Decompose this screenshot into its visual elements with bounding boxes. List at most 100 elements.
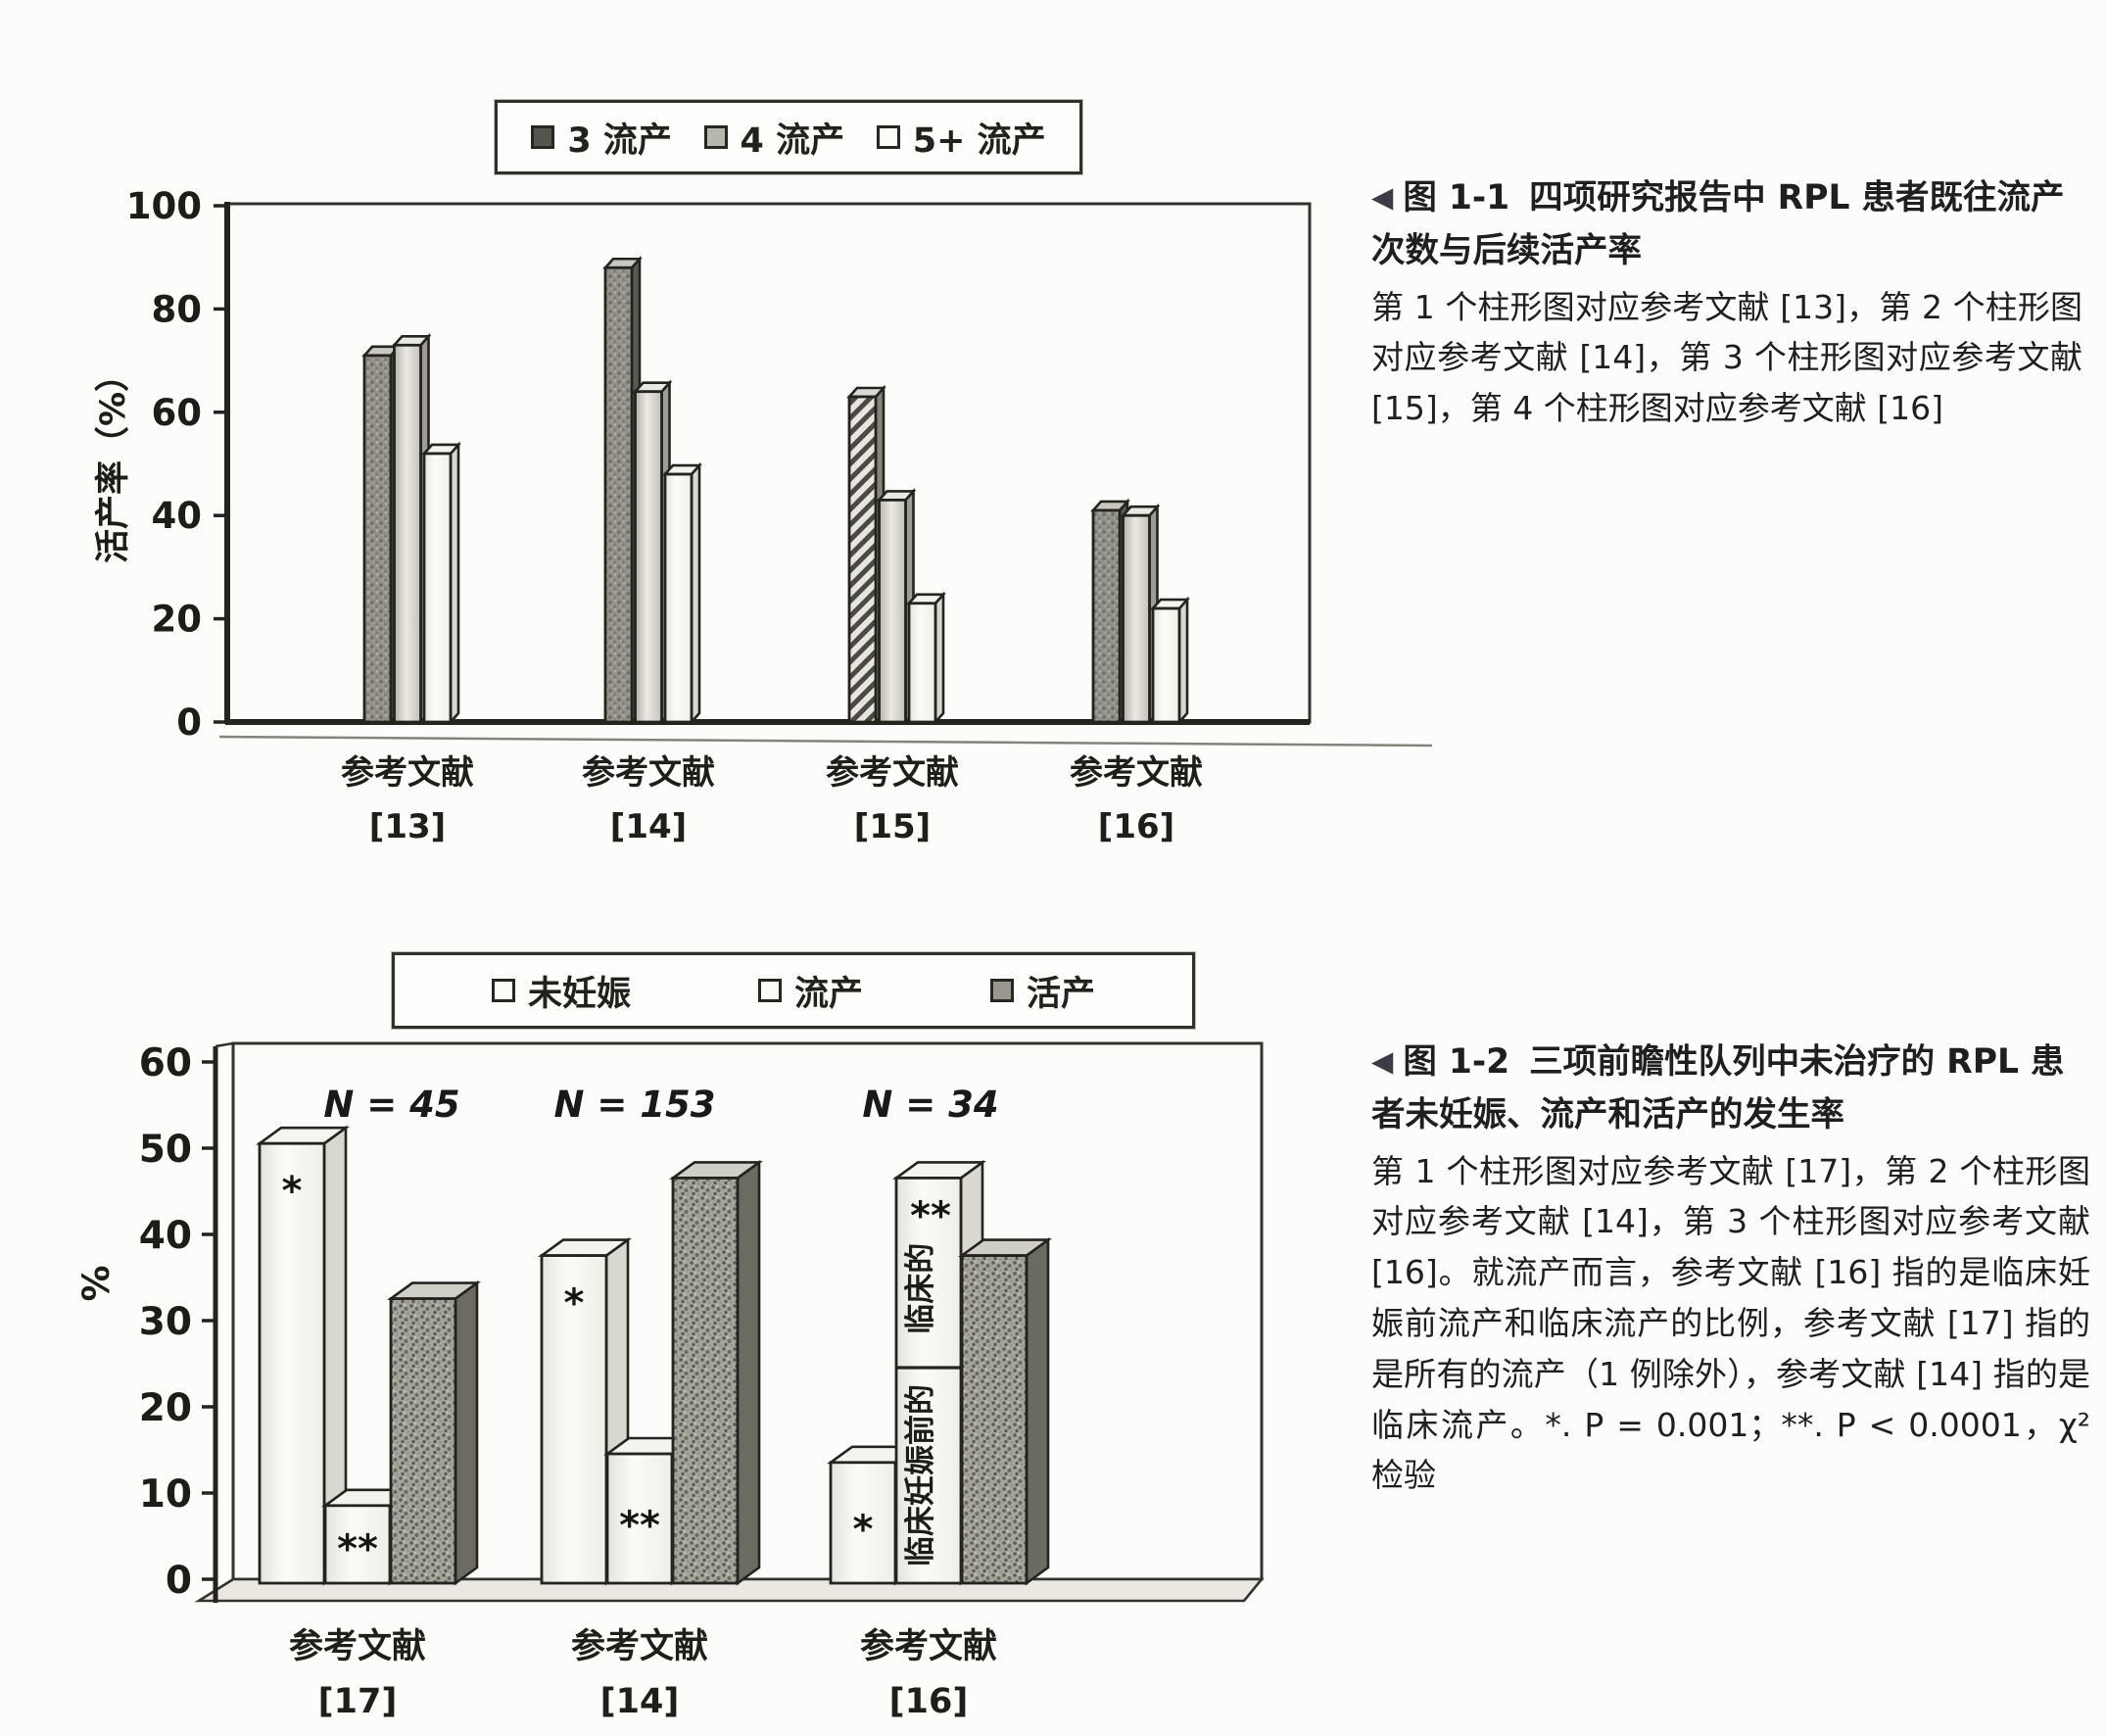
fig2-category-label: 参考文献 bbox=[289, 1627, 426, 1666]
figure2-legend-label: 未妊娠 bbox=[527, 974, 631, 1014]
fig2-bar-[17]-活产-side-face bbox=[454, 1280, 479, 1586]
figure2-legend-swatch-icon bbox=[757, 979, 782, 1002]
fig2-significance-marker: * bbox=[564, 1281, 585, 1326]
figure1-caption-heading: 四项研究报告中 RPL 患者既往流产次数与后续活产率 bbox=[1371, 178, 2065, 270]
fig1-ytick-label: 40 bbox=[152, 495, 203, 537]
fig1-ytick-label: 60 bbox=[152, 392, 203, 434]
fig2-n-label: N = 153 bbox=[554, 1084, 716, 1126]
figure1-legend-label: 5+ 流产 bbox=[912, 121, 1046, 161]
fig1-category-label: 参考文献 bbox=[341, 753, 474, 793]
figure1-legend: 3 流产 4 流产 5+ 流产 bbox=[495, 100, 1082, 174]
fig1-bar-[15]-5+ 流产 bbox=[907, 602, 937, 724]
fig1-ytick-label: 0 bbox=[176, 701, 202, 744]
figure1-legend-item-1: 3 流产 bbox=[531, 113, 672, 163]
fig2-significance-marker: ** bbox=[619, 1504, 660, 1549]
figure1-legend-swatch-icon bbox=[703, 125, 728, 149]
figure1-legend-item-3: 5+ 流产 bbox=[876, 113, 1046, 163]
fig2-bar-[14]-活产 bbox=[671, 1177, 740, 1585]
fig1-category-label: 参考文献 bbox=[826, 753, 959, 793]
fig1-ytick-label: 20 bbox=[152, 599, 203, 641]
fig2-significance-marker: ** bbox=[910, 1193, 951, 1238]
fig1-category-label: 参考文献 bbox=[582, 753, 715, 793]
fig1-y-axis-title: 活产率（%） bbox=[94, 358, 133, 563]
fig2-significance-marker: ** bbox=[337, 1526, 378, 1571]
fig1-category-ref: [15] bbox=[854, 807, 931, 846]
fig1-bar-[16]-5+ 流产 bbox=[1151, 606, 1181, 724]
figure2-caption-title: ◀ 图 1-2 三项前瞻性队列中未治疗的 RPL 患者未妊娠、流产和活产的发生率 bbox=[1371, 1037, 2090, 1142]
fig2-bar-[14]-流产 bbox=[605, 1452, 674, 1585]
figure1-legend-label: 4 流产 bbox=[740, 121, 845, 161]
fig2-bar-[16]-活产-side-face bbox=[1025, 1237, 1050, 1586]
figure2-caption-number: 图 1-2 bbox=[1403, 1042, 1510, 1082]
figure2-pointer-icon: ◀ bbox=[1371, 1044, 1394, 1078]
fig2-ytick-label: 10 bbox=[139, 1472, 192, 1517]
figure1-legend-swatch-icon bbox=[531, 125, 555, 149]
fig2-n-label: N = 45 bbox=[323, 1084, 459, 1126]
fig2-ytick-label: 20 bbox=[139, 1386, 192, 1430]
fig1-scan-shadow-line bbox=[218, 735, 1433, 747]
figure2-legend: 未妊娠 流产 活产 bbox=[392, 952, 1195, 1029]
fig1-bar-[14]-3 流产 bbox=[603, 265, 634, 724]
fig1-bar-[13]-5+ 流产 bbox=[422, 452, 453, 724]
fig2-ytick-label: 60 bbox=[139, 1041, 192, 1085]
figure2-caption-body: 第 1 个柱形图对应参考文献 [17]，第 2 个柱形图对应参考文献 [14]，… bbox=[1371, 1151, 2090, 1495]
figure1-legend-item-2: 4 流产 bbox=[703, 113, 845, 163]
fig2-category-ref: [17] bbox=[318, 1682, 398, 1721]
fig1-bar-[14]-4 流产 bbox=[634, 390, 663, 724]
fig2-ytick-label: 50 bbox=[139, 1128, 192, 1172]
fig2-ytick-label: 40 bbox=[139, 1214, 192, 1258]
fig2-bar-[16]-流产 bbox=[894, 1177, 963, 1585]
figure2-legend-label: 活产 bbox=[1026, 974, 1095, 1014]
fig1-category-ref: [16] bbox=[1098, 807, 1174, 846]
fig2-ytick-label: 0 bbox=[166, 1559, 192, 1603]
fig2-y-axis-title: % bbox=[75, 1265, 118, 1301]
fig2-ytick-label: 30 bbox=[139, 1300, 192, 1344]
fig2-category-label: 参考文献 bbox=[860, 1627, 997, 1666]
figure2-caption: ◀ 图 1-2 三项前瞻性队列中未治疗的 RPL 患者未妊娠、流产和活产的发生率 第… bbox=[1371, 1037, 2090, 1501]
fig1-bar-[15]-4 流产 bbox=[878, 498, 907, 724]
figure1-caption: ◀ 图 1-1 四项研究报告中 RPL 患者既往流产次数与后续活产率 第 1 个柱形… bbox=[1371, 172, 2082, 434]
fig2-category-ref: [14] bbox=[600, 1682, 680, 1721]
fig1-bar-[14]-5+ 流产 bbox=[663, 472, 694, 724]
figure1-legend-label: 3 流产 bbox=[567, 121, 672, 161]
figure1-caption-title: ◀ 图 1-1 四项研究报告中 RPL 患者既往流产次数与后续活产率 bbox=[1371, 172, 2082, 278]
figure2-caption-heading: 三项前瞻性队列中未治疗的 RPL 患者未妊娠、流产和活产的发生率 bbox=[1371, 1042, 2065, 1134]
fig2-bar-[16]-活产 bbox=[960, 1254, 1029, 1585]
fig1-bar-[13]-4 流产 bbox=[393, 343, 422, 724]
fig1-ytick-label: 80 bbox=[152, 288, 203, 330]
figure1-caption-number: 图 1-1 bbox=[1403, 178, 1510, 217]
fig1-bar-[15]-3 流产 bbox=[847, 395, 878, 724]
fig2-n-label: N = 34 bbox=[862, 1084, 998, 1126]
fig1-bar-[16]-4 流产 bbox=[1122, 513, 1151, 724]
figure2-legend-item-3: 活产 bbox=[989, 966, 1095, 1016]
figure1-pointer-icon: ◀ bbox=[1371, 180, 1394, 214]
fig2-wall-edge bbox=[215, 1041, 234, 1048]
fig2-bar-[17]-未妊娠 bbox=[258, 1141, 326, 1585]
figure2-legend-swatch-icon bbox=[491, 979, 515, 1002]
fig2-significance-marker: * bbox=[282, 1169, 303, 1214]
fig2-bar-[17]-活产 bbox=[389, 1297, 457, 1585]
fig2-bar-[17]-流产 bbox=[323, 1504, 392, 1585]
fig2-category-label: 参考文献 bbox=[571, 1627, 708, 1666]
fig1-category-label: 参考文献 bbox=[1070, 753, 1203, 793]
fig2-category-ref: [16] bbox=[889, 1682, 969, 1721]
fig1-ytick-label: 100 bbox=[126, 185, 202, 227]
fig2-bar-[14]-活产-side-face bbox=[736, 1159, 761, 1586]
fig1-category-ref: [14] bbox=[610, 807, 687, 846]
figure2-legend-item-2: 流产 bbox=[757, 966, 863, 1016]
figure2-legend-item-1: 未妊娠 bbox=[491, 966, 631, 1016]
fig2-significance-marker: * bbox=[853, 1508, 874, 1553]
fig2-stack-segment-label-preclinical: 临床妊娠前的 bbox=[903, 1384, 938, 1567]
fig2-bar-[14]-未妊娠 bbox=[540, 1254, 608, 1585]
fig1-bar-[16]-3 流产 bbox=[1091, 508, 1122, 724]
figure2-legend-swatch-icon bbox=[989, 979, 1014, 1002]
fig1-bar-[13]-3 流产 bbox=[362, 354, 393, 724]
figure2-legend-label: 流产 bbox=[793, 974, 863, 1014]
fig1-category-ref: [13] bbox=[369, 807, 446, 846]
fig2-stack-segment-label-clinical: 临床的 bbox=[903, 1243, 938, 1334]
figure1-legend-swatch-icon bbox=[876, 125, 900, 149]
figure1-chart: 0 20 40 60 80 100 活产率（%） 参考文献 [13] 参考文献 [14] 参考文献 [1… bbox=[94, 185, 1433, 846]
